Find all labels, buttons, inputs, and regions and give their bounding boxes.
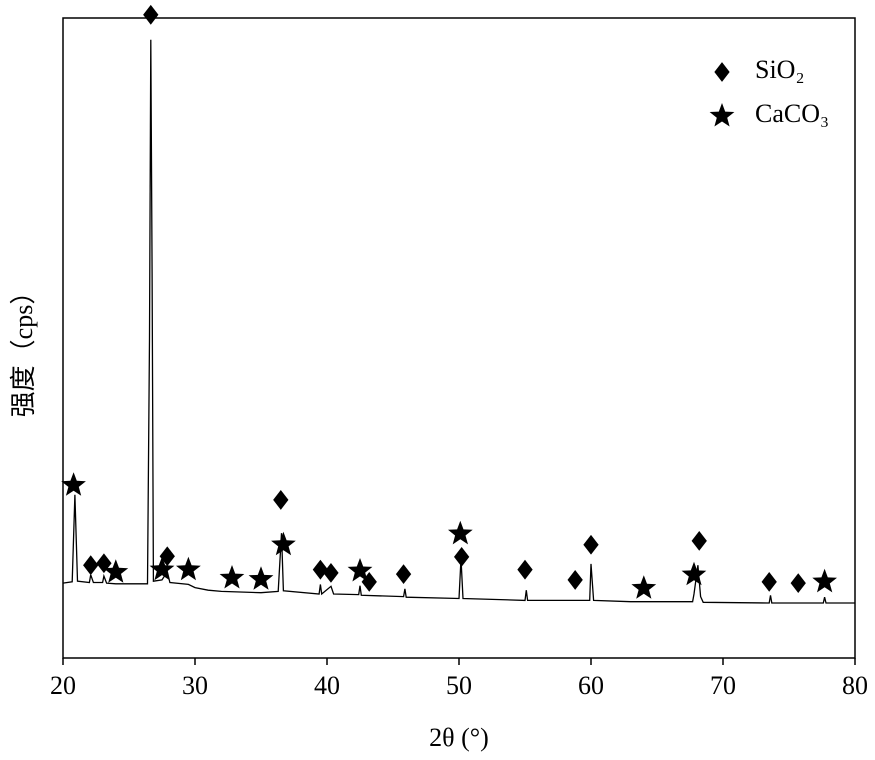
diamond-marker (517, 559, 533, 580)
diamond-marker (453, 546, 470, 567)
legend-symbol (714, 62, 730, 82)
star-marker (61, 472, 86, 496)
legend-symbol (709, 103, 735, 127)
x-axis-label: 2θ (°) (429, 723, 489, 752)
star-marker (812, 568, 837, 593)
star-marker (103, 559, 129, 583)
x-tick-label: 80 (842, 671, 868, 700)
y-axis-label: 强度（cps） (9, 279, 38, 418)
star-marker (176, 556, 201, 581)
legend-label: SiO₂ (755, 55, 805, 84)
x-tick-label: 60 (578, 671, 604, 700)
x-tick-label: 30 (182, 671, 208, 700)
diamond-marker (273, 490, 289, 510)
star-marker (448, 520, 473, 545)
diamond-marker (790, 573, 806, 594)
diamond-marker (312, 559, 329, 580)
diamond-marker (83, 555, 99, 576)
star-marker (631, 575, 657, 599)
star-marker (149, 556, 175, 581)
xrd-pattern (62, 39, 855, 604)
star-marker (219, 565, 245, 589)
star-marker (248, 566, 274, 590)
x-tick-label: 20 (50, 671, 76, 700)
star-marker (347, 558, 373, 582)
diamond-marker (143, 4, 159, 25)
x-tick-label: 70 (710, 671, 736, 700)
diamond-marker (323, 562, 339, 583)
star-marker (681, 561, 707, 586)
x-tick-label: 50 (446, 671, 472, 700)
legend-label: CaCO₃ (755, 99, 829, 128)
diamond-marker (691, 530, 707, 551)
diamond-marker (761, 571, 777, 592)
diamond-marker (567, 570, 583, 590)
x-tick-label: 40 (314, 671, 340, 700)
diamond-marker (395, 564, 412, 585)
diamond-marker (583, 534, 599, 555)
star-marker (271, 531, 296, 556)
